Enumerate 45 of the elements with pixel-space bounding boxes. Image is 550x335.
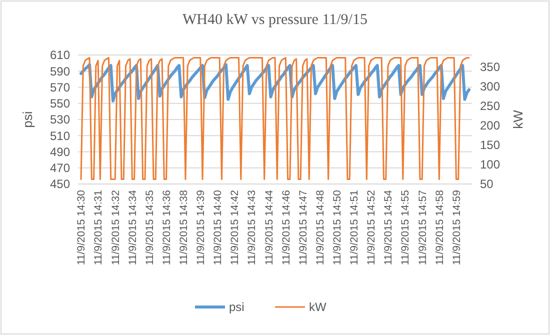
x-tick-label: 11/9/2015 14:46 [280, 190, 292, 266]
x-tick-label: 11/9/2015 14:51 [348, 190, 361, 266]
chart-title: WH40 kW vs pressure 11/9/15 [182, 12, 368, 28]
x-tick-label: 11/9/2015 14:55 [400, 190, 412, 266]
y2-tick-label: 350 [480, 60, 500, 74]
x-tick-label: 11/9/2015 14:34 [126, 190, 139, 266]
y2-tick-label: 300 [480, 79, 500, 94]
y2-tick-label: 250 [480, 99, 500, 114]
x-tick-label: 11/9/2015 14:52 [366, 190, 378, 266]
y2-axis-title: kW [510, 109, 526, 129]
y-tick-label: 530 [50, 112, 70, 127]
y2-tick-label: 50 [480, 177, 494, 192]
y2-tick-label: 200 [480, 118, 500, 133]
x-tick-label: 11/9/2015 14:36 [160, 190, 173, 266]
y-tick-label: 470 [50, 161, 70, 176]
x-tick-label: 11/9/2015 14:31 [92, 190, 105, 266]
y-tick-label: 570 [50, 80, 70, 94]
x-tick-label: 11/9/2015 14:38 [178, 190, 190, 266]
line-series [80, 56, 470, 180]
y2-tick-label: 100 [480, 158, 500, 172]
y-axis-title: psi [20, 111, 35, 128]
x-tick-label: 11/9/2015 14:35 [144, 190, 156, 266]
legend-label: kW [309, 300, 327, 314]
x-tick-label: 11/9/2015 14:42 [229, 190, 242, 266]
y-tick-label: 610 [50, 48, 70, 62]
legend-label: psi [229, 300, 244, 314]
y-tick-label: 490 [50, 144, 70, 159]
x-tick-label: 11/9/2015 14:43 [246, 190, 258, 266]
x-tick-label: 11/9/2015 14:40 [212, 190, 224, 266]
x-tick-label: 11/9/2015 14:39 [195, 190, 208, 266]
x-tick-label: 11/9/2015 14:48 [314, 190, 326, 266]
x-tick-label: 11/9/2015 14:32 [110, 190, 122, 266]
x-tick-label: 11/9/2015 14:30 [76, 190, 88, 266]
y-tick-label: 550 [50, 96, 70, 111]
y-tick-label: 450 [50, 177, 70, 192]
x-tick-label: 11/9/2015 14:54 [382, 190, 395, 266]
x-tick-label: 11/9/2015 14:44 [263, 190, 276, 266]
x-tick-label: 11/9/2015 14:58 [434, 190, 446, 266]
y2-tick-label: 150 [480, 138, 500, 152]
x-tick-label: 11/9/2015 14:57 [416, 190, 429, 266]
x-tick-label: 11/9/2015 14:59 [450, 190, 463, 266]
y-tick-label: 590 [50, 64, 70, 78]
y-tick-label: 510 [50, 128, 70, 143]
x-tick-label: 11/9/2015 14:47 [297, 190, 310, 266]
x-tick-label: 11/9/2015 14:50 [332, 190, 344, 266]
